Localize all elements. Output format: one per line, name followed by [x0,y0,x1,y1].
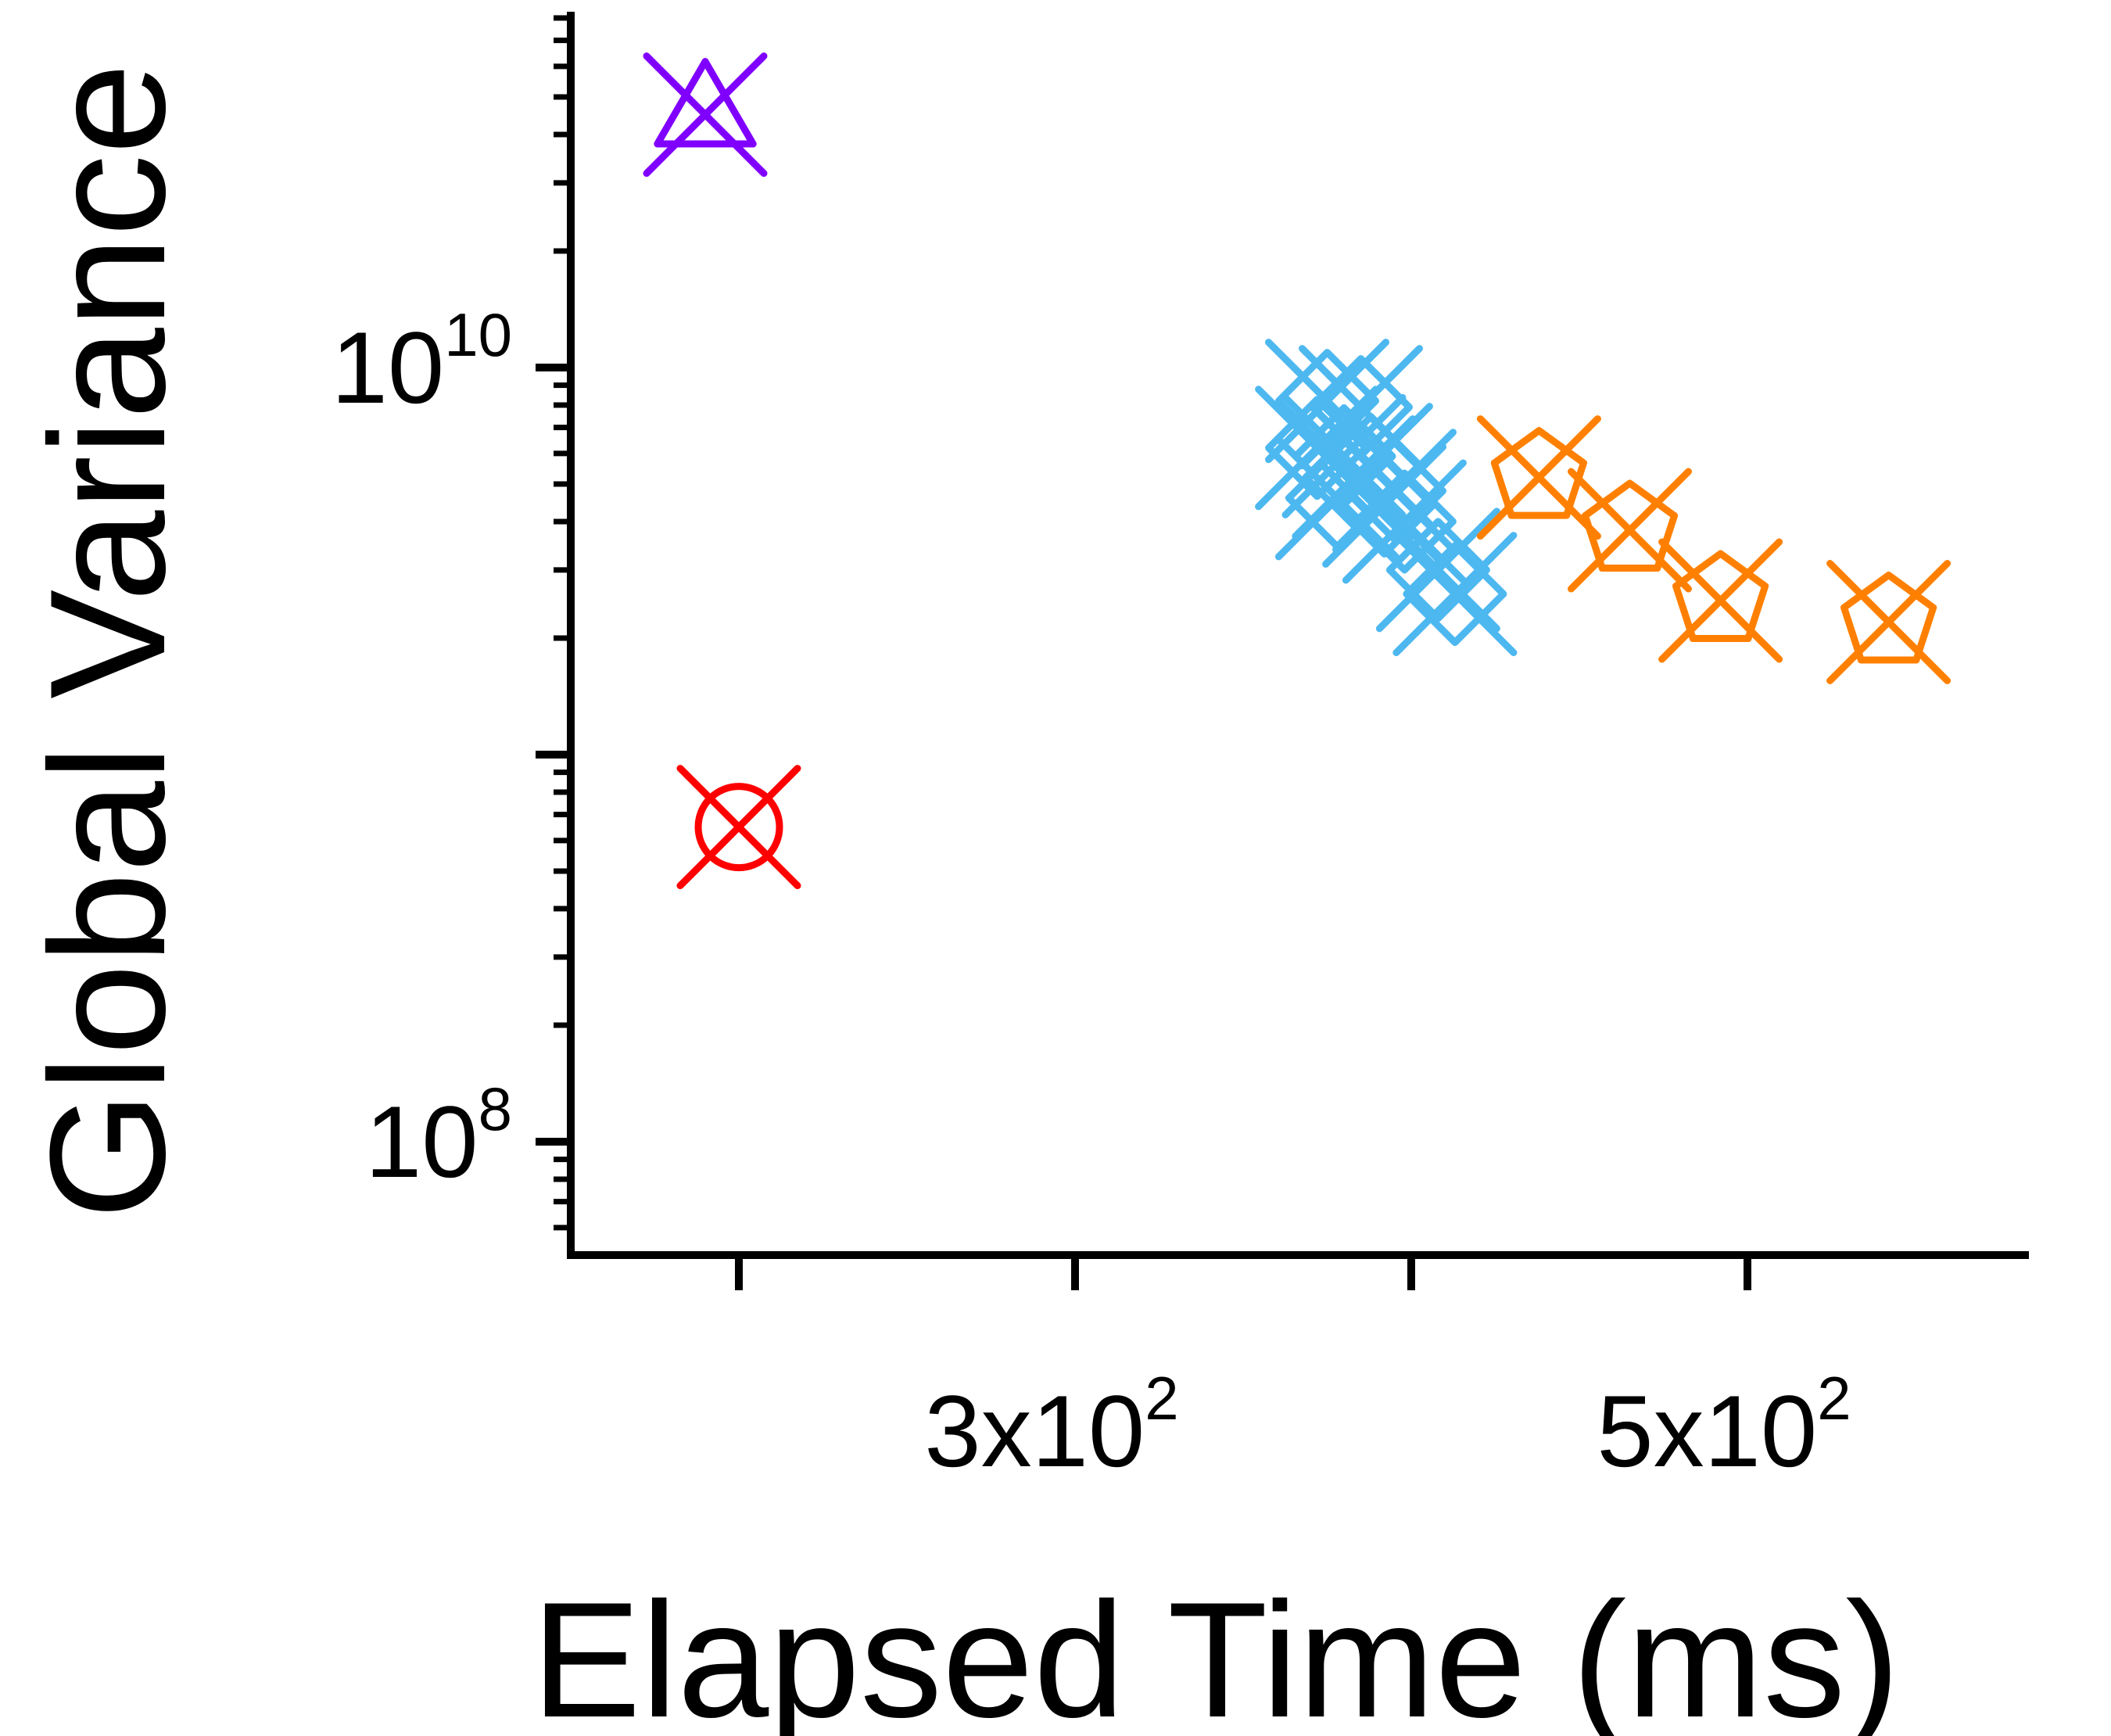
axis-frame [567,12,2029,1259]
axis-ticks: 108 1010 3x102 5x102 [332,15,1851,1488]
data-point [1658,538,1783,663]
marker-cross-b [1255,386,1380,511]
marker-pentagon [1840,572,1937,664]
marker-triangle [654,58,757,148]
marker-cross-b [1826,560,1952,685]
data-point [1375,508,1500,633]
marker-diamond [1403,542,1507,647]
marker-cross-b [1342,459,1467,584]
marker-diamond [1385,518,1490,622]
marker-cross-b [1375,508,1500,633]
data-markers [643,52,1952,890]
marker-cross-b [1274,436,1400,561]
marker-cross-b [1568,468,1692,593]
x-tick-label: 5x102 [1597,1364,1851,1488]
marker-pentagon [1672,550,1769,643]
y-tick-label: 1010 [332,300,512,425]
y-axis-label: Global Variance [16,63,199,1220]
y-tick-label: 108 [365,1074,512,1199]
data-point [1826,560,1952,685]
data-point [1392,532,1518,657]
marker-cross-b [1476,415,1601,540]
marker-cross-b [1658,538,1783,663]
axes [567,12,2029,1259]
marker-pentagon [1581,479,1679,572]
x-axis-label: Elapsed Time (ms) [532,1568,1900,1736]
data-point [1476,415,1601,540]
marker-diamond [1352,469,1457,574]
data-point [1568,468,1692,593]
x-tick-label: 3x102 [924,1364,1178,1488]
marker-cross-b [676,765,801,890]
data-point [643,52,768,178]
marker-cross-b [1392,532,1518,657]
marker-cross-b [643,52,768,178]
data-point [676,765,801,890]
marker-circle [694,783,783,872]
marker-pentagon [1490,427,1587,519]
